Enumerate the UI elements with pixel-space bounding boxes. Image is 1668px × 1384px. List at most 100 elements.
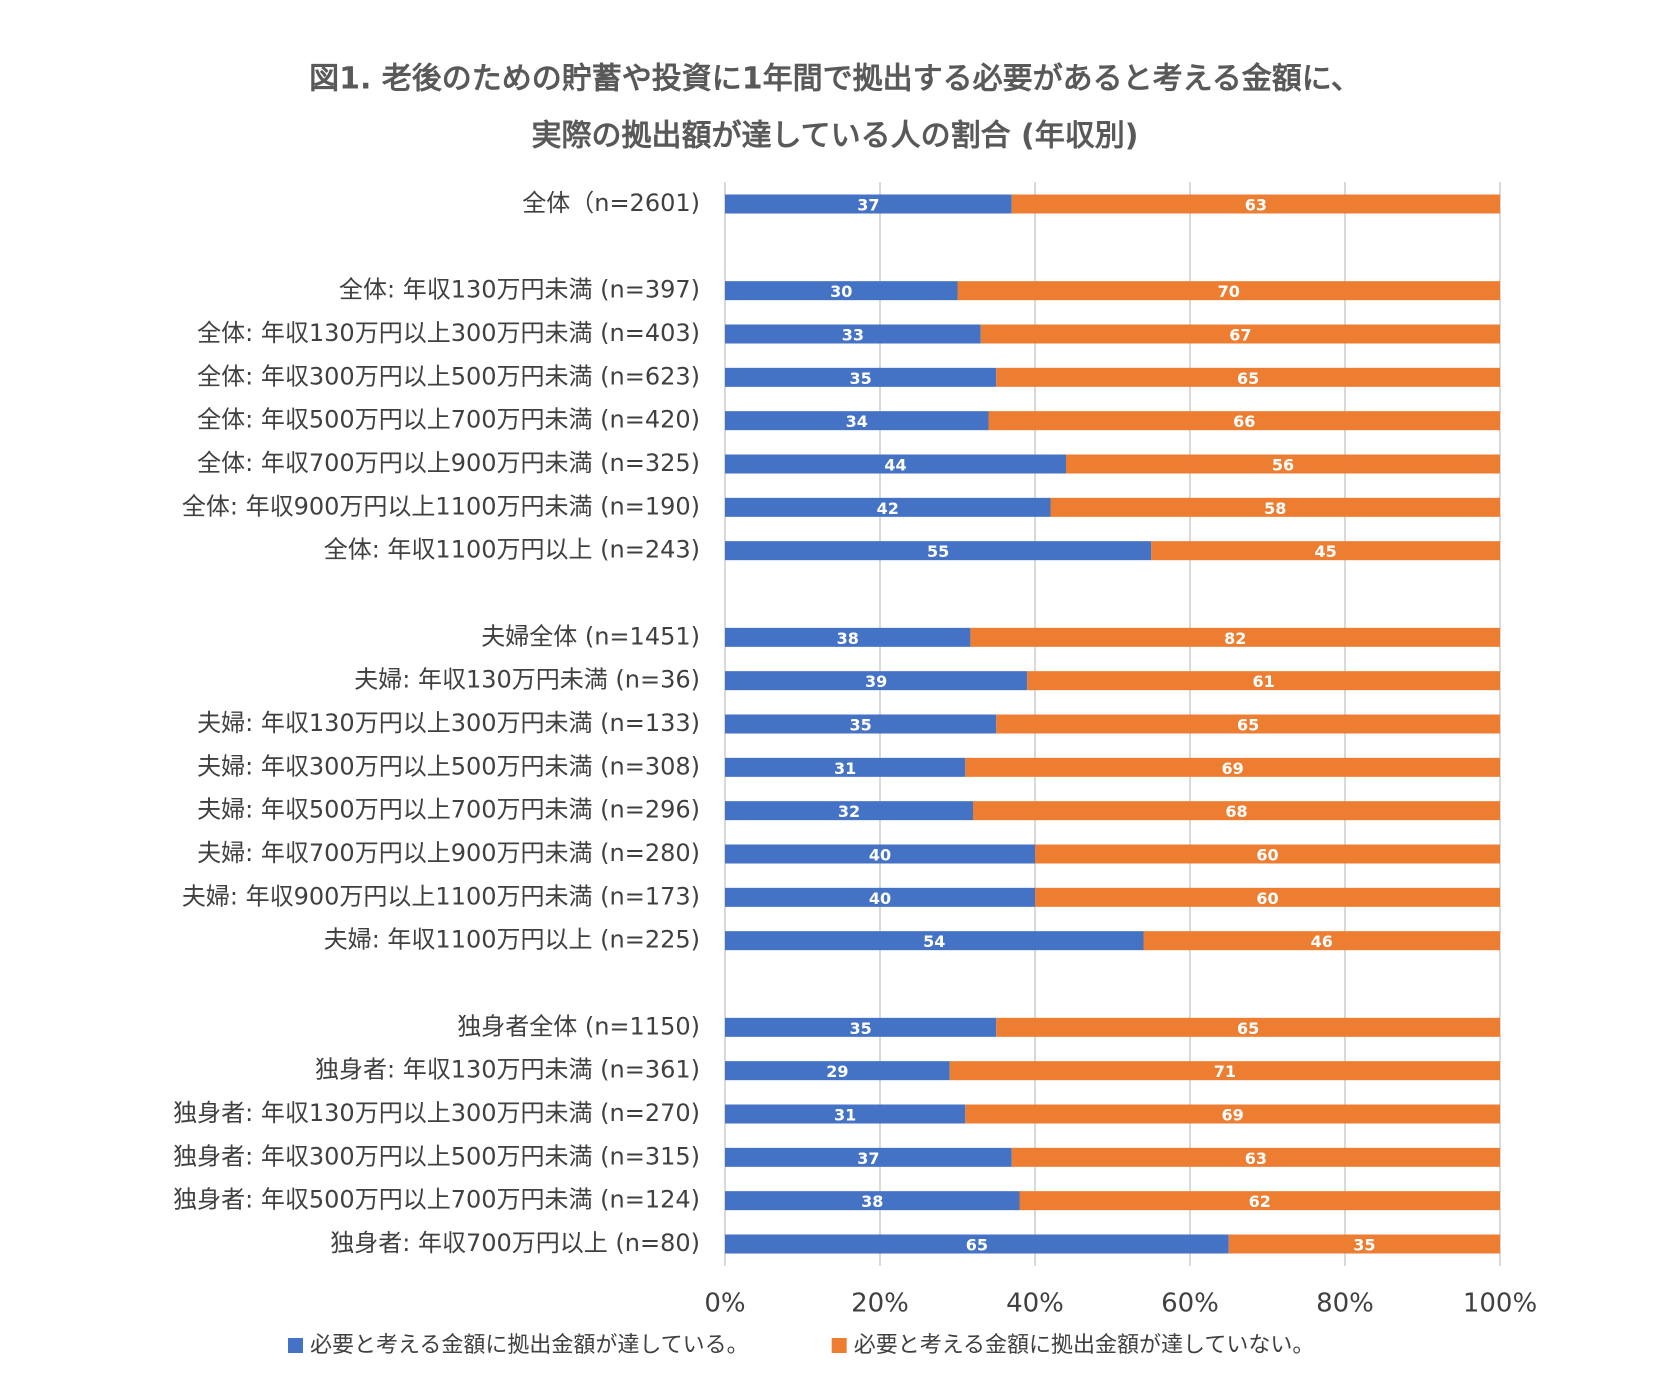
- data-label: 63: [1245, 1149, 1267, 1168]
- data-label: 37: [857, 196, 879, 215]
- bar-segment: [1143, 931, 1500, 951]
- bar-segment: [725, 324, 981, 344]
- bar-segment: [725, 1017, 997, 1037]
- bar-segment: [725, 1104, 966, 1124]
- x-tick-label: 100%: [1463, 1289, 1537, 1319]
- legend-swatch: [831, 1338, 847, 1353]
- bar-segment: [1027, 671, 1500, 691]
- bar-segment: [980, 324, 1500, 344]
- y-tick-label: 独身者: 年収130万円以上300万円未満 (n=270): [173, 1099, 700, 1127]
- bar-segment: [725, 931, 1144, 951]
- bar-segment: [725, 1234, 1229, 1254]
- x-tick-label: 0%: [704, 1289, 745, 1319]
- data-label: 30: [830, 282, 852, 301]
- data-label: 68: [1225, 802, 1247, 821]
- data-label: 29: [826, 1062, 848, 1081]
- data-label: 71: [1214, 1062, 1236, 1081]
- bar-segment: [965, 757, 1500, 777]
- y-tick-label: 夫婦全体 (n=1451): [481, 622, 700, 650]
- y-tick-label: 夫婦: 年収900万円以上1100万円未満 (n=173): [182, 882, 700, 910]
- data-label: 33: [842, 326, 864, 345]
- data-label: 63: [1245, 196, 1267, 215]
- data-label: 56: [1272, 456, 1294, 475]
- chart-title: 実際の拠出額が達している人の割合 (年収別): [532, 119, 1139, 154]
- data-label: 40: [869, 889, 891, 908]
- x-tick-label: 20%: [851, 1289, 909, 1319]
- bar-segment: [1050, 497, 1500, 517]
- data-label: 62: [1249, 1192, 1271, 1211]
- bar-segment: [725, 454, 1066, 474]
- bar-segment: [1228, 1234, 1500, 1254]
- data-label: 38: [861, 1192, 883, 1211]
- bar-segment: [725, 194, 1012, 214]
- y-tick-label: 独身者全体 (n=1150): [457, 1012, 700, 1040]
- x-tick-label: 80%: [1316, 1289, 1374, 1319]
- bar-segment: [725, 887, 1035, 907]
- bar-segment: [725, 411, 989, 431]
- data-label: 35: [849, 716, 871, 735]
- y-tick-label: 夫婦: 年収130万円以上300万円未満 (n=133): [197, 709, 700, 737]
- data-label: 82: [1224, 629, 1246, 648]
- data-label: 46: [1311, 932, 1333, 951]
- y-tick-label: 全体: 年収500万円以上700万円未満 (n=420): [197, 406, 700, 434]
- data-label: 37: [857, 1149, 879, 1168]
- y-tick-label: 夫婦: 年収1100万円以上 (n=225): [324, 926, 700, 954]
- data-label: 31: [834, 759, 856, 778]
- bar-segment: [725, 367, 997, 387]
- bar-segment: [725, 497, 1051, 517]
- data-label: 39: [865, 672, 887, 691]
- bar-segment: [988, 411, 1500, 431]
- data-label: 35: [1353, 1236, 1375, 1255]
- bar-segment: [725, 627, 971, 647]
- y-tick-label: 全体: 年収130万円以上300万円未満 (n=403): [197, 319, 700, 347]
- y-tick-label: 夫婦: 年収700万円以上900万円未満 (n=280): [197, 839, 700, 867]
- data-label: 31: [834, 1106, 856, 1125]
- bar-segment: [725, 1061, 950, 1081]
- bar-segment: [1035, 887, 1500, 907]
- legend-swatch: [288, 1338, 303, 1353]
- bar-segment: [970, 627, 1500, 647]
- bar-segment: [725, 757, 966, 777]
- y-tick-label: 夫婦: 年収130万円未満 (n=36): [354, 666, 700, 694]
- bar-segment: [996, 1017, 1500, 1037]
- y-tick-label: 全体: 年収130万円未満 (n=397): [339, 276, 700, 304]
- y-tick-label: 全体: 年収700万円以上900万円未満 (n=325): [197, 449, 700, 477]
- bar-segment: [1151, 541, 1500, 561]
- data-label: 60: [1256, 889, 1278, 908]
- data-label: 69: [1221, 759, 1243, 778]
- data-label: 65: [1237, 1019, 1259, 1038]
- chart-title: 図1. 老後のための貯蓄や投資に1年間で拠出する必要があると考える金額に、: [309, 62, 1361, 97]
- x-tick-label: 40%: [1006, 1289, 1064, 1319]
- data-label: 45: [1314, 542, 1336, 561]
- data-label: 66: [1233, 412, 1255, 431]
- bar-segment: [1011, 1147, 1500, 1167]
- data-label: 65: [966, 1236, 988, 1255]
- data-label: 70: [1218, 282, 1240, 301]
- bar-segment: [1019, 1191, 1500, 1211]
- bar-segment: [1066, 454, 1500, 474]
- y-tick-label: 夫婦: 年収500万円以上700万円未満 (n=296): [197, 796, 700, 824]
- bar-segment: [973, 801, 1500, 821]
- data-label: 61: [1252, 672, 1274, 691]
- bar-segment: [996, 714, 1500, 734]
- data-label: 65: [1237, 716, 1259, 735]
- data-label: 35: [849, 1019, 871, 1038]
- data-label: 69: [1221, 1106, 1243, 1125]
- data-label: 58: [1264, 499, 1286, 518]
- data-label: 55: [927, 542, 949, 561]
- bar-segment: [965, 1104, 1500, 1124]
- data-label: 35: [849, 369, 871, 388]
- bar-segment: [996, 367, 1500, 387]
- y-tick-label: 全体: 年収300万円以上500万円未満 (n=623): [197, 362, 700, 390]
- y-tick-label: 全体: 年収1100万円以上 (n=243): [324, 536, 700, 564]
- y-tick-label: 全体（n=2601): [522, 189, 700, 217]
- bar-segment: [725, 671, 1028, 691]
- legend-label: 必要と考える金額に拠出金額が達している。: [310, 1333, 749, 1358]
- data-label: 32: [838, 802, 860, 821]
- data-label: 65: [1237, 369, 1259, 388]
- bar-segment: [725, 1147, 1012, 1167]
- bar-segment: [949, 1061, 1500, 1081]
- y-tick-label: 独身者: 年収300万円以上500万円未満 (n=315): [173, 1142, 700, 1170]
- bar-segment: [957, 281, 1500, 301]
